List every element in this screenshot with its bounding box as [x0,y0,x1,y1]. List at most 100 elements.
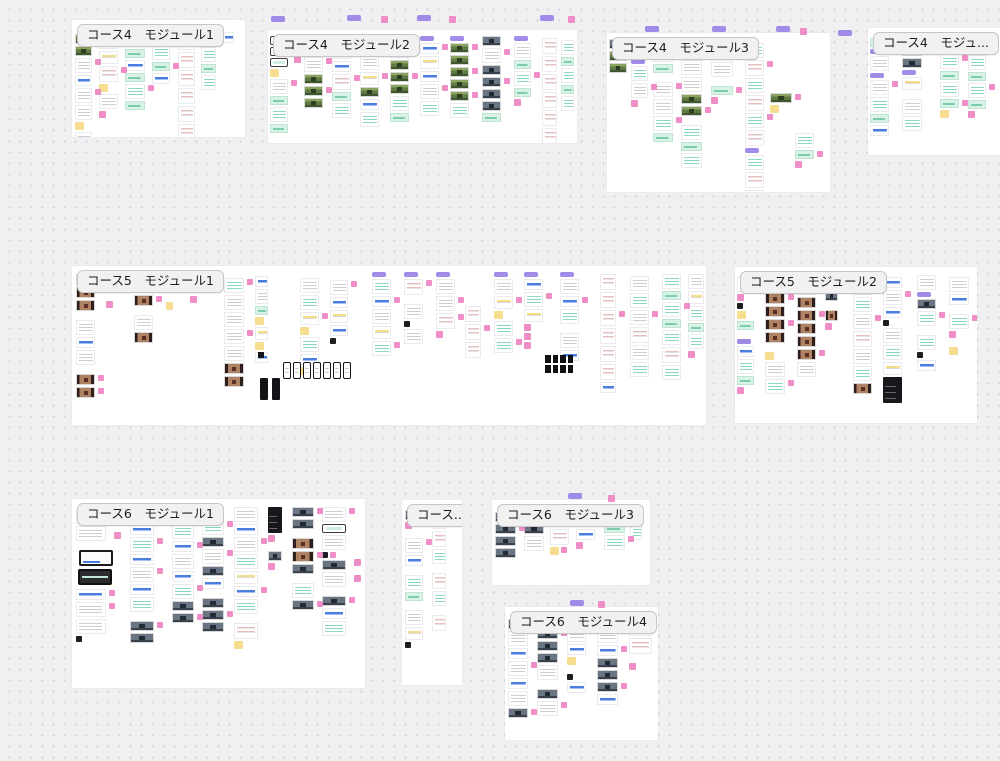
page-thumbnail-blue-header[interactable] [130,584,154,595]
video-thumbnail-person[interactable] [130,621,163,631]
sticky-pink[interactable] [561,547,567,553]
sticky-pink[interactable] [819,311,825,317]
video-thumbnail-person[interactable] [202,598,224,608]
frame-label[interactable]: コース4 モジュール1 [77,24,224,47]
page-thumbnail-blue-header[interactable] [255,276,268,287]
video-thumbnail-person[interactable] [202,622,224,632]
sticky-pink[interactable] [736,87,742,93]
page-thumbnail-teal[interactable] [630,293,649,308]
page-thumbnail[interactable] [902,99,922,114]
sticky-pink[interactable] [95,59,101,65]
sticky-pink[interactable] [109,590,115,596]
section-chip[interactable] [568,493,582,499]
video-thumbnail-person[interactable] [172,601,194,611]
sticky-pink[interactable] [524,333,531,340]
page-thumbnail-teal[interactable] [870,97,889,112]
video-thumbnail-warm[interactable] [292,538,314,549]
sticky-pink[interactable] [621,646,627,652]
sticky-pink[interactable] [354,575,361,582]
page-thumbnail-blue-header[interactable] [234,524,258,535]
mint-card[interactable] [255,306,268,315]
page-thumbnail[interactable] [172,554,194,569]
video-thumbnail-person[interactable] [292,564,314,574]
page-thumbnail-teal[interactable] [662,330,681,345]
page-thumbnail-blue-header[interactable] [125,60,145,71]
dark-chip[interactable] [883,320,889,326]
page-thumbnail[interactable] [524,536,544,551]
sticky-pink[interactable] [484,325,490,331]
sticky-pink[interactable] [524,342,531,349]
video-thumbnail-person[interactable] [292,507,323,517]
sticky-pink[interactable] [576,542,583,549]
mint-card[interactable] [270,96,288,105]
section-chip[interactable] [917,292,931,297]
video-thumbnail-warm[interactable] [765,332,785,343]
mint-card[interactable] [940,71,959,80]
page-thumbnail[interactable] [224,295,244,310]
sticky-pink[interactable] [317,552,323,558]
page-thumbnail-blue-header[interactable] [949,294,969,305]
sticky-pink[interactable] [261,538,267,544]
phone-mockup[interactable] [292,362,302,379]
sticky-yellow[interactable] [550,547,567,555]
dark-chip[interactable] [567,674,573,680]
page-thumbnail-teal[interactable] [917,335,936,350]
page-thumbnail-blue-header[interactable] [600,382,616,393]
sticky-pink[interactable] [621,683,627,689]
frame-label[interactable]: コース5 モジュール2 [740,271,887,294]
page-thumbnail-teal[interactable] [360,112,379,127]
sticky-pink[interactable] [426,280,432,286]
page-thumbnail-blue-header[interactable] [420,71,439,82]
sticky-pink[interactable] [156,296,162,302]
frame[interactable]: コース4 モジュール3 [607,33,830,192]
video-thumbnail-person[interactable] [482,101,501,111]
sticky-pink[interactable] [968,111,975,118]
video-thumbnail-person[interactable] [482,65,501,75]
sticky-pink[interactable] [598,601,605,608]
page-thumbnail-teal[interactable] [201,75,216,90]
frame-label[interactable]: コース5 モジュール1 [77,270,224,293]
page-thumbnail-redtext[interactable] [600,310,625,326]
page-thumbnail-teal[interactable] [631,66,648,81]
video-thumbnail-warm[interactable] [224,363,244,374]
page-thumbnail-blue-header[interactable] [883,307,902,318]
page-thumbnail-blue-header[interactable] [597,694,618,705]
page-thumbnail-blue-header[interactable] [202,578,224,589]
page-thumbnail-blue-header[interactable] [172,541,203,552]
mint-card[interactable] [653,133,673,142]
page-thumbnail-blue-header[interactable] [508,678,528,689]
section-chip[interactable] [745,148,759,153]
sticky-yellow[interactable] [949,347,958,355]
page-thumbnail-blue-header[interactable] [332,61,351,72]
sticky-pink[interactable] [619,311,625,317]
video-thumbnail-warm[interactable] [765,293,794,304]
page-thumbnail-teal[interactable] [561,96,574,111]
page-thumbnail-blue-header[interactable] [405,555,423,566]
page-thumbnail-teal[interactable] [795,133,814,148]
sticky-pink[interactable] [442,85,448,91]
dark-chip[interactable] [258,352,264,358]
page-thumbnail-redtext[interactable] [600,328,616,344]
video-thumbnail-person[interactable] [130,633,154,643]
page-thumbnail-highlighted[interactable] [524,309,543,322]
sticky-pink[interactable] [261,587,267,593]
page-thumbnail[interactable] [322,572,346,587]
page-thumbnail[interactable] [508,631,528,646]
page-thumbnail[interactable] [853,349,872,364]
page-thumbnail[interactable] [202,549,233,564]
sticky-pink[interactable] [767,61,773,67]
page-thumbnail-teal[interactable] [688,334,704,349]
page-thumbnail[interactable] [870,80,898,95]
sticky-pink[interactable] [227,521,233,527]
phone-mockup[interactable] [312,362,322,379]
sticky-pink[interactable] [268,535,275,542]
phone-mockup-row[interactable] [283,362,351,379]
video-thumbnail-person[interactable] [268,551,282,561]
dark-chip[interactable] [404,321,410,327]
page-thumbnail-redtext[interactable] [600,274,616,290]
page-thumbnail[interactable] [653,82,682,97]
page-thumbnail[interactable] [76,320,95,335]
page-thumbnail-redtext[interactable] [178,124,195,137]
sticky-pink[interactable] [629,663,636,670]
sticky-yellow[interactable] [737,311,746,319]
